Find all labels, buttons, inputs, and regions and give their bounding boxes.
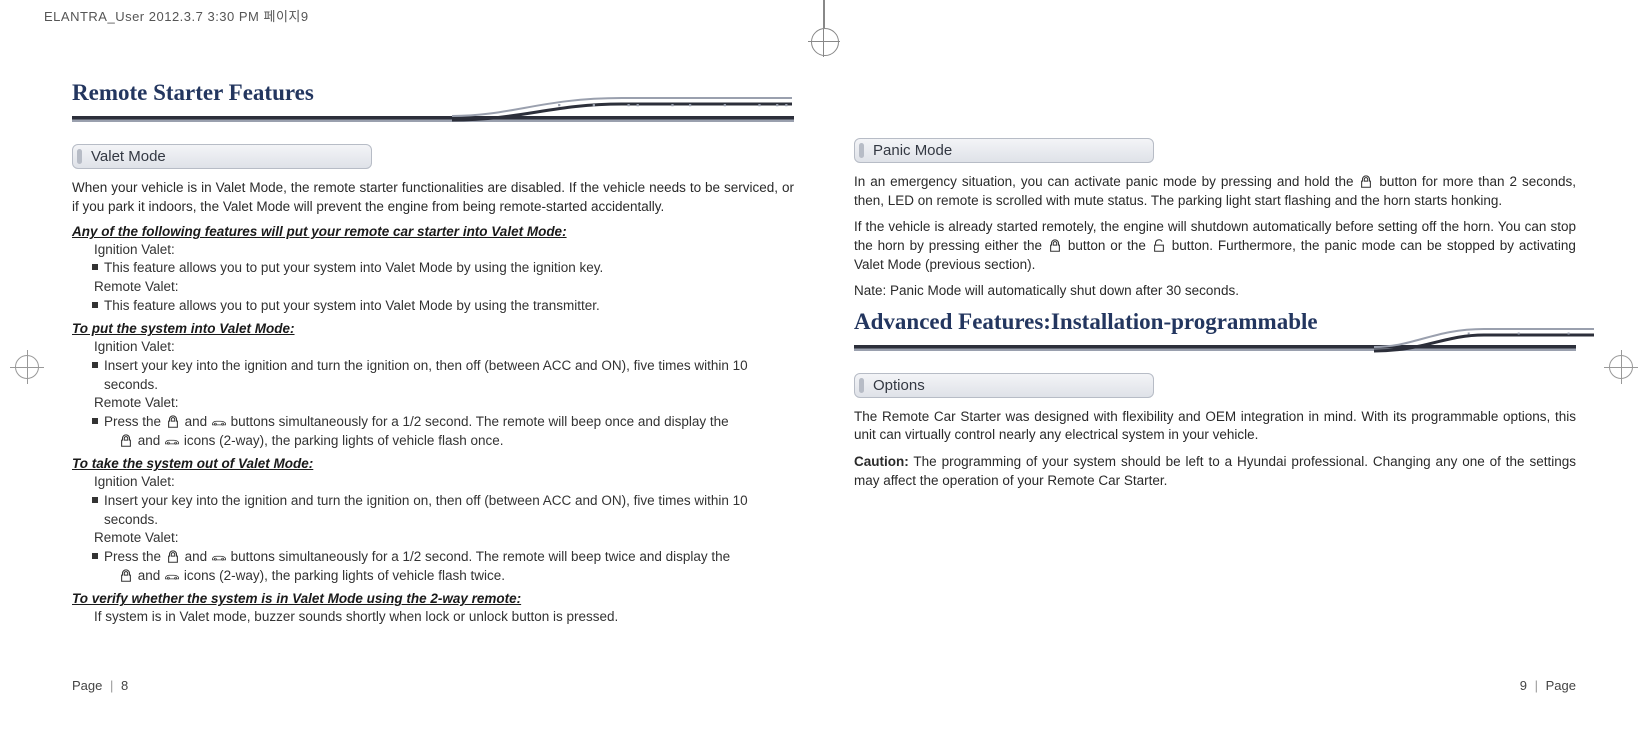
caution-text: The programming of your system should be… — [854, 454, 1576, 488]
page-number: 9 — [1520, 678, 1527, 693]
subhead-take-out-valet: To take the system out of Valet Mode: — [72, 456, 794, 471]
prepress-header: ELANTRA_User 2012.3.7 3:30 PM 페이지9 — [44, 6, 309, 25]
t: In an emergency situation, you can activ… — [854, 174, 1354, 189]
tab-valet-mode: Valet Mode — [72, 144, 372, 169]
footer-right: 9 | Page — [1520, 678, 1576, 693]
bullet-ignition-valet-desc-1: This feature allows you to put your syst… — [104, 259, 794, 278]
verify-valet-text: If system is in Valet mode, buzzer sound… — [94, 608, 794, 626]
label-remote-valet-3: Remote Valet: — [94, 529, 794, 547]
bullet-remote-icons-1: and icons (2-way), the parking lights of… — [118, 432, 794, 451]
car-icon — [164, 434, 180, 448]
page-spread: Remote Starter Features ▪ ▪ ▪▪ ▪ ▪ ▪ ▪ ▪… — [72, 80, 1576, 693]
lock-icon — [165, 415, 181, 429]
t: and — [138, 568, 161, 583]
subhead-enter-features: Any of the following features will put y… — [72, 224, 794, 239]
page-label: Page — [1546, 678, 1576, 693]
bullet-remote-press-1: Press the and buttons simultaneously for… — [104, 413, 794, 432]
subhead-put-into-valet: To put the system into Valet Mode: — [72, 321, 794, 336]
sep: | — [1535, 678, 1538, 693]
label-ignition-valet-2: Ignition Valet: — [94, 338, 794, 356]
text: This feature allows you to put your syst… — [104, 298, 600, 313]
page-right: Panic Mode In an emergency situation, yo… — [854, 80, 1576, 693]
subhead-verify-valet: To verify whether the system is in Valet… — [72, 591, 794, 606]
t: icons (2-way), the parking lights of veh… — [184, 568, 505, 583]
panic-p2: If the vehicle is already started remote… — [854, 218, 1576, 274]
t: and — [185, 549, 208, 564]
bullet-remote-press-2: Press the and buttons simultaneously for… — [104, 548, 794, 567]
label-ignition-valet-1: Ignition Valet: — [94, 241, 794, 259]
t: button or the — [1068, 238, 1146, 253]
t: Press the — [104, 414, 161, 429]
tab-options: Options — [854, 373, 1154, 398]
panic-p1: In an emergency situation, you can activ… — [854, 173, 1576, 210]
lock-icon — [1047, 239, 1063, 253]
lock-icon — [165, 550, 181, 564]
text: Insert your key into the ignition and tu… — [104, 493, 748, 527]
t: Press the — [104, 549, 161, 564]
page-label: Page — [72, 678, 102, 693]
bullet-remote-valet-desc-1: This feature allows you to put your syst… — [104, 297, 794, 316]
car-icon — [211, 415, 227, 429]
text: Insert your key into the ignition and tu… — [104, 358, 748, 392]
t: icons (2-way), the parking lights of veh… — [184, 433, 504, 448]
bullet-ignition-insert-1: Insert your key into the ignition and tu… — [104, 357, 794, 395]
lock-icon — [118, 569, 134, 583]
car-icon — [211, 550, 227, 564]
caution-label: Caution: — [854, 454, 909, 469]
t: and — [185, 414, 208, 429]
options-p1: The Remote Car Starter was designed with… — [854, 408, 1576, 445]
car-icon — [164, 569, 180, 583]
t: and — [138, 433, 161, 448]
crop-mark-right — [1604, 350, 1638, 384]
text: This feature allows you to put your syst… — [104, 260, 603, 275]
page-number: 8 — [121, 678, 128, 693]
label-remote-valet-1: Remote Valet: — [94, 278, 794, 296]
unlock-icon — [1151, 239, 1167, 253]
label-ignition-valet-3: Ignition Valet: — [94, 473, 794, 491]
options-caution: Caution: The programming of your system … — [854, 453, 1576, 490]
bullet-ignition-insert-2: Insert your key into the ignition and tu… — [104, 492, 794, 530]
valet-intro: When your vehicle is in Valet Mode, the … — [72, 179, 794, 216]
title-rule: ▪ ▪ ▪▪ ▪ ▪ ▪ ▪ ▪▪ — [72, 110, 794, 126]
crop-mark-left — [10, 350, 44, 384]
crop-mark-top — [823, 0, 825, 28]
tab-panic-mode: Panic Mode — [854, 138, 1154, 163]
label-remote-valet-2: Remote Valet: — [94, 394, 794, 412]
bullet-remote-icons-2: and icons (2-way), the parking lights of… — [118, 567, 794, 586]
page-left: Remote Starter Features ▪ ▪ ▪▪ ▪ ▪ ▪ ▪ ▪… — [72, 80, 794, 693]
t: buttons simultaneously for a 1/2 second.… — [231, 414, 729, 429]
sep: | — [110, 678, 113, 693]
panic-note: Nate: Panic Mode will automatically shut… — [854, 282, 1576, 301]
lock-icon — [1358, 175, 1374, 189]
footer-left: Page | 8 — [72, 678, 128, 693]
title-rule-advanced: ▪ ▪ ▪ — [854, 339, 1576, 355]
t: buttons simultaneously for a 1/2 second.… — [231, 549, 731, 564]
lock-icon — [118, 434, 134, 448]
